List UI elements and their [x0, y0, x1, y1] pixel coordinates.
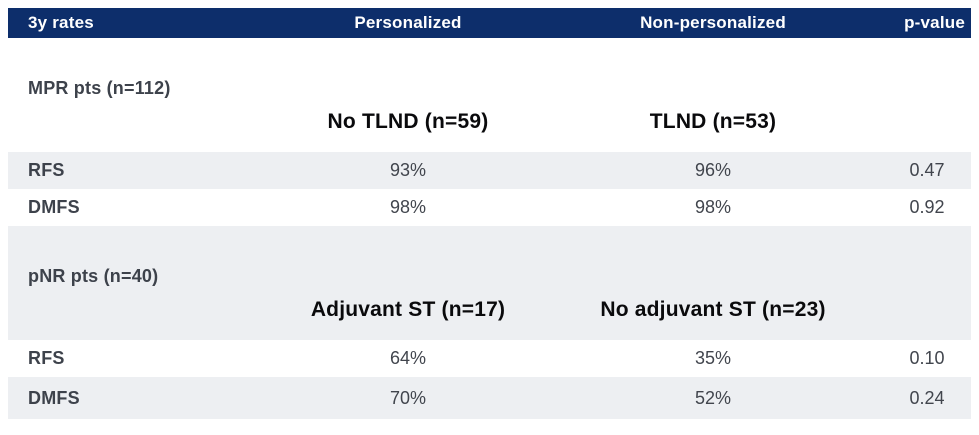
value-p: 0.92 [909, 197, 945, 217]
value-p: 0.24 [909, 387, 945, 408]
value-p: 0.10 [909, 348, 945, 368]
header-personalized: Personalized [354, 13, 462, 32]
table-row-mpr-rfs: RFS 93% 96% 0.47 [8, 152, 971, 189]
subheader-tlnd: TLND (n=53) [649, 110, 777, 133]
header-p-value: p-value [904, 13, 965, 32]
table-row-pnr-rfs: RFS 64% 35% 0.10 [8, 340, 971, 377]
value-p: 0.47 [909, 160, 945, 180]
row-label-rfs: RFS [28, 160, 65, 180]
subheader-row-pnr: Adjuvant ST (n=17) No adjuvant ST (n=23) [8, 295, 971, 325]
row-label-dmfs: DMFS [28, 197, 80, 217]
value-personalized: 64% [389, 348, 427, 368]
subheader-row-mpr: No TLND (n=59) TLND (n=53) [8, 107, 971, 137]
subheader-adjuvant-st: Adjuvant ST (n=17) [310, 298, 506, 321]
section-pnr: pNR pts (n=40) Adjuvant ST (n=17) No adj… [8, 226, 971, 340]
group-label-mpr: MPR pts (n=112) [28, 78, 171, 98]
row-label-dmfs: DMFS [28, 387, 80, 408]
header-3y-rates: 3y rates [28, 13, 94, 32]
table-row-mpr-dmfs: DMFS 98% 98% 0.92 [8, 189, 971, 226]
value-non-personalized: 96% [694, 160, 732, 180]
outcomes-table: 3y rates Personalized Non-personalized p… [8, 8, 971, 419]
header-non-personalized: Non-personalized [640, 13, 786, 32]
value-non-personalized: 35% [694, 348, 732, 368]
table-row-pnr-dmfs: DMFS 70% 52% 0.24 [8, 377, 971, 419]
table-header-row: 3y rates Personalized Non-personalized p… [8, 8, 971, 38]
value-non-personalized: 52% [694, 387, 732, 408]
value-personalized: 93% [389, 160, 427, 180]
row-label-rfs: RFS [28, 348, 65, 368]
section-mpr: MPR pts (n=112) No TLND (n=59) TLND (n=5… [8, 38, 971, 152]
subheader-no-adjuvant-st: No adjuvant ST (n=23) [600, 298, 826, 321]
value-personalized: 98% [389, 197, 427, 217]
subheader-no-tlnd: No TLND (n=59) [327, 110, 489, 133]
value-non-personalized: 98% [694, 197, 732, 217]
value-personalized: 70% [389, 387, 427, 408]
group-label-pnr: pNR pts (n=40) [28, 266, 159, 286]
